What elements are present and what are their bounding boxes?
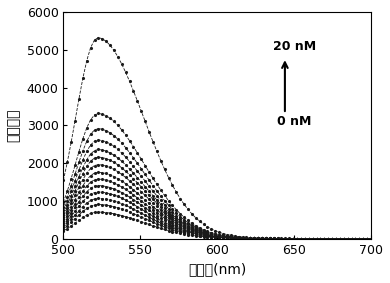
X-axis label: 波长（(nm): 波长（(nm) bbox=[188, 262, 246, 276]
Text: 20 nM: 20 nM bbox=[273, 40, 316, 53]
Text: 0 nM: 0 nM bbox=[277, 115, 311, 128]
Y-axis label: 荆光强度: 荆光强度 bbox=[7, 109, 21, 142]
